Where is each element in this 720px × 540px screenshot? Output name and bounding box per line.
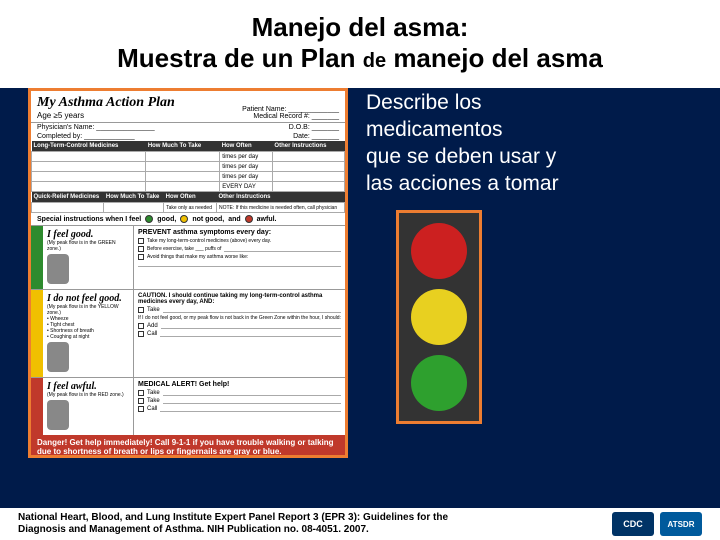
citation-line2: Diagnosis and Management of Asthma. NIH … — [18, 524, 612, 536]
title-line1: Manejo del asma: — [30, 12, 690, 43]
person-icon — [47, 254, 69, 284]
person-icon — [47, 342, 69, 372]
right-column: Describe los medicamentos que se deben u… — [366, 88, 692, 458]
asthma-plan-card: My Asthma Action Plan Age ≥5 years Patie… — [28, 88, 348, 458]
zone-yellow: I do not feel good. (My peak flow is in … — [31, 289, 345, 377]
med-table: Long-Term-Control MedicinesHow Much To T… — [31, 141, 345, 192]
zone-red: I feel awful. (My peak flow is in the RE… — [31, 377, 345, 435]
plan-age: Age ≥5 years — [37, 111, 175, 120]
green-light — [411, 355, 467, 411]
danger-bar: Danger! Get help immediately! Call 9-1-1… — [31, 435, 345, 458]
citation-line1: National Heart, Blood, and Lung Institut… — [18, 512, 612, 524]
logos: CDC ATSDR — [612, 512, 702, 536]
title-area: Manejo del asma: Muestra de un Plan de m… — [0, 0, 720, 88]
special-instructions: Special instructions when I feel good, n… — [31, 213, 345, 225]
red-light — [411, 223, 467, 279]
quick-table: Quick-Relief MedicinesHow Much To TakeHo… — [31, 192, 345, 213]
footer: National Heart, Blood, and Lung Institut… — [0, 508, 720, 540]
atsdr-logo: ATSDR — [660, 512, 702, 536]
yellow-light — [411, 289, 467, 345]
zone-green: I feel good. (My peak flow is in the GRE… — [31, 225, 345, 289]
person-icon — [47, 400, 69, 430]
plan-title: My Asthma Action Plan — [37, 95, 175, 111]
cdc-logo: CDC — [612, 512, 654, 536]
traffic-light — [396, 210, 482, 424]
content-area: My Asthma Action Plan Age ≥5 years Patie… — [0, 88, 720, 458]
description-text: Describe los medicamentos que se deben u… — [366, 90, 692, 198]
title-line2: Muestra de un Plan de manejo del asma — [30, 43, 690, 74]
